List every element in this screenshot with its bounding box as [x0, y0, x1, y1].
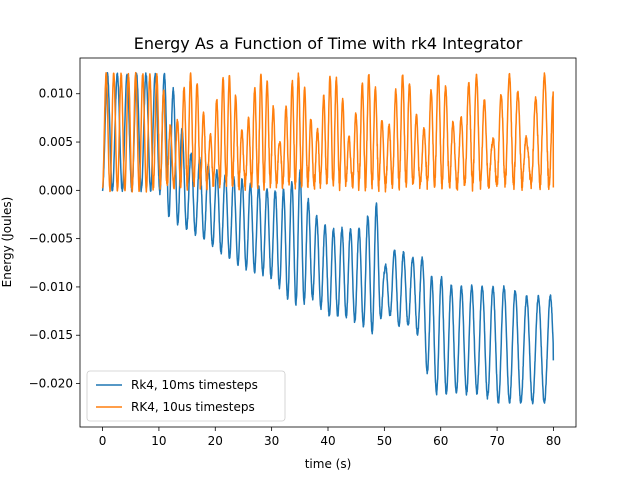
x-tick-label: 40: [320, 434, 335, 448]
y-axis: −0.020 −0.015 −0.010 −0.005 0.000 0.005 0.010: [29, 87, 80, 391]
x-tick-label: 50: [377, 434, 392, 448]
series-line-1: [101, 71, 555, 193]
chart-title: Energy As a Function of Time with rk4 In…: [134, 34, 523, 53]
legend-entry-series-1: RK4, 10us timesteps: [131, 400, 255, 414]
y-tick-label: −0.020: [29, 377, 73, 391]
x-tick-label: 20: [208, 434, 223, 448]
y-tick-label: −0.015: [29, 328, 73, 342]
x-tick-label: 0: [99, 434, 107, 448]
x-tick-label: 80: [546, 434, 561, 448]
y-tick-label: −0.005: [29, 232, 73, 246]
x-axis-label: time (s): [305, 457, 352, 471]
y-tick-label: 0.010: [39, 87, 73, 101]
x-tick-label: 30: [264, 434, 279, 448]
y-tick-label: −0.010: [29, 280, 73, 294]
x-tick-label: 60: [433, 434, 448, 448]
series-line-0: [101, 72, 555, 405]
legend: Rk4, 10ms timesteps RK4, 10us timesteps: [86, 370, 286, 422]
plot-area: [101, 71, 555, 405]
y-axis-label: Energy (Joules): [0, 197, 14, 288]
y-tick-label: 0.005: [39, 135, 73, 149]
legend-entry-series-0: Rk4, 10ms timesteps: [131, 378, 258, 392]
y-tick-label: 0.000: [39, 183, 73, 197]
legend-box: [86, 370, 286, 422]
x-tick-label: 70: [489, 434, 504, 448]
x-tick-label: 10: [151, 434, 166, 448]
x-axis: 0 10 20 30 40 50 60 70 80: [99, 427, 561, 448]
